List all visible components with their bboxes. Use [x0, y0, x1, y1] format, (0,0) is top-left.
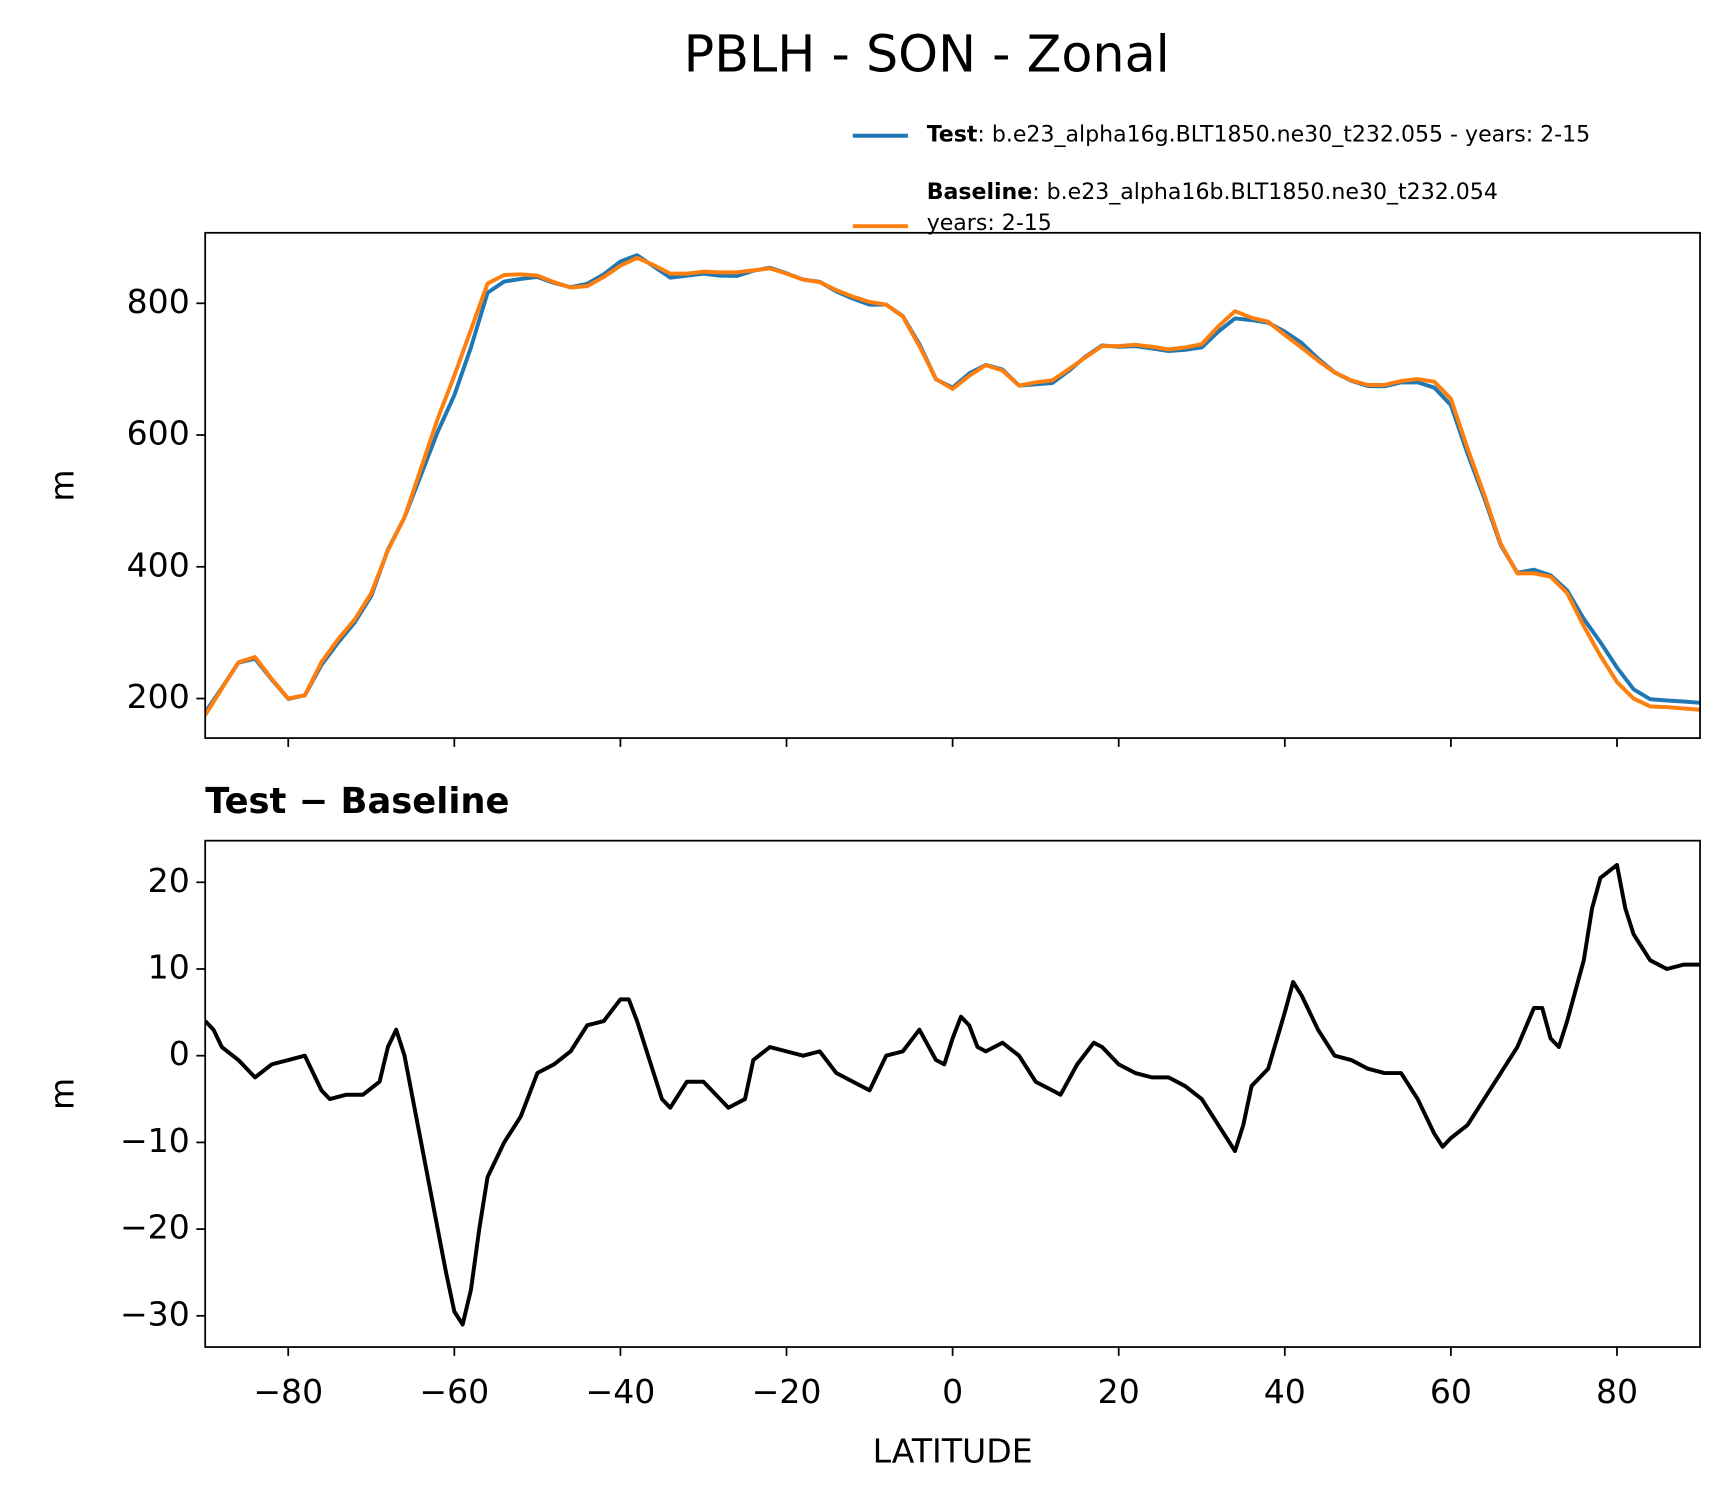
legend-name: Baseline — [927, 180, 1033, 205]
plot-frame — [204, 839, 1701, 1348]
legend-name: Test — [927, 123, 978, 148]
x-tick-label: −20 — [752, 1372, 822, 1411]
legend-label: Test: b.e23_alpha16g.BLT1850.ne30_t232.0… — [927, 123, 1590, 148]
x-tick-label: −80 — [253, 1372, 323, 1411]
plot-frame — [204, 231, 1701, 739]
legend-description: : b.e23_alpha16b.BLT1850.ne30_t232.054 — [1032, 180, 1498, 205]
y-tick-label: 400 — [127, 545, 190, 584]
y-axis-label: m — [42, 1078, 81, 1110]
y-axis-label: m — [42, 469, 81, 501]
y-tick-label: −30 — [120, 1294, 190, 1333]
y-tick-label: 0 — [169, 1034, 190, 1073]
x-tick-label: −40 — [586, 1372, 656, 1411]
legend-description: years: 2-15 — [927, 211, 1052, 236]
y-tick-label: 20 — [148, 861, 190, 900]
legend-description: : b.e23_alpha16g.BLT1850.ne30_t232.055 -… — [977, 123, 1590, 148]
y-tick-label: 200 — [127, 677, 190, 716]
y-tick-label: −10 — [120, 1121, 190, 1160]
y-tick-label: 800 — [127, 282, 190, 321]
legend-label: Baseline: b.e23_alpha16b.BLT1850.ne30_t2… — [927, 180, 1498, 236]
y-tick-label: 600 — [127, 414, 190, 453]
x-tick-label: 0 — [942, 1372, 963, 1411]
panel-title: Test − Baseline — [205, 781, 509, 822]
data-line — [205, 862, 1701, 1327]
x-axis-label: LATITUDE — [873, 1431, 1033, 1470]
x-tick-label: 80 — [1596, 1372, 1638, 1411]
x-tick-label: 20 — [1098, 1372, 1140, 1411]
data-line — [205, 255, 1701, 717]
figure-title: PBLH - SON - Zonal — [684, 24, 1170, 83]
x-tick-label: −60 — [419, 1372, 489, 1411]
x-tick-label: 40 — [1264, 1372, 1306, 1411]
y-tick-label: 10 — [148, 947, 190, 986]
x-tick-label: 60 — [1430, 1372, 1472, 1411]
y-tick-label: −20 — [120, 1208, 190, 1247]
